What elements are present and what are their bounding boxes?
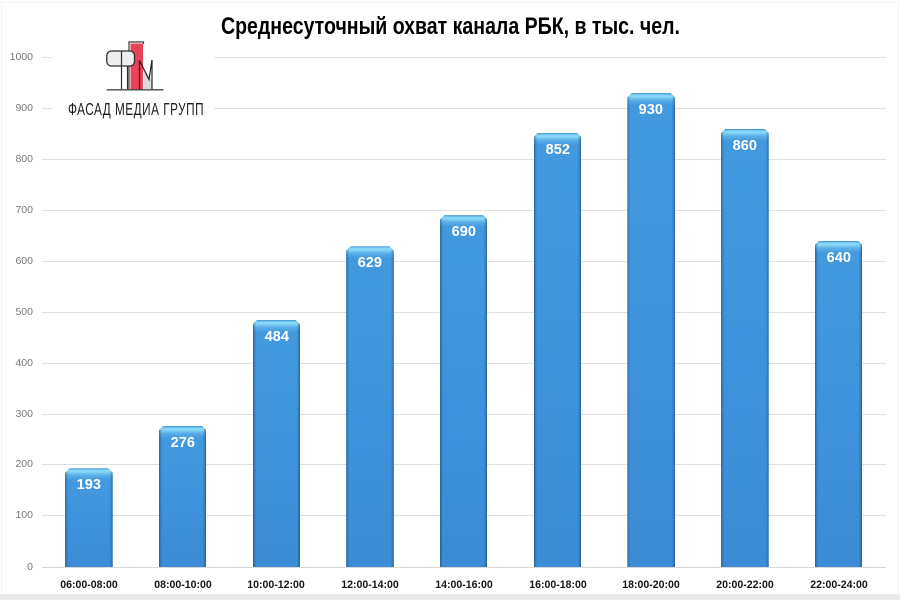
svg-text:ФАСАД МЕДИА ГРУПП: ФАСАД МЕДИА ГРУПП <box>68 100 204 120</box>
